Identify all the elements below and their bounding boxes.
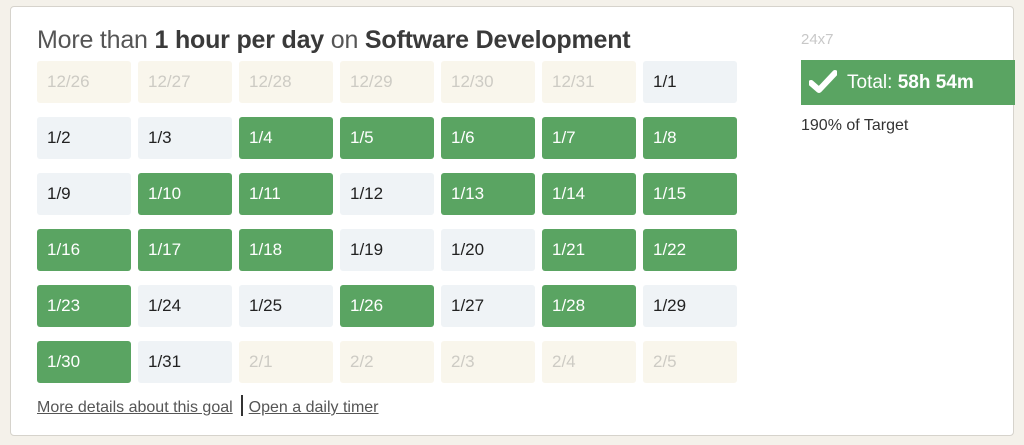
- calendar-day: 1/8: [643, 117, 737, 159]
- calendar-day: 12/28: [239, 61, 333, 103]
- calendar-day: 1/15: [643, 173, 737, 215]
- calendar-day: 2/3: [441, 341, 535, 383]
- goal-card: More than 1 hour per day on Software Dev…: [10, 6, 1015, 436]
- calendar-day: 1/18: [239, 229, 333, 271]
- calendar-day: 1/23: [37, 285, 131, 327]
- calendar-day: 1/20: [441, 229, 535, 271]
- calendar-day: 12/31: [542, 61, 636, 103]
- calendar-day: 1/17: [138, 229, 232, 271]
- calendar-day: 1/27: [441, 285, 535, 327]
- calendar-day: 12/27: [138, 61, 232, 103]
- calendar-day: 1/25: [239, 285, 333, 327]
- calendar-day: 2/1: [239, 341, 333, 383]
- calendar-day: 1/10: [138, 173, 232, 215]
- goal-title-on: on: [330, 26, 359, 54]
- target-percent: 190% of Target: [801, 117, 909, 134]
- calendar-day: 1/6: [441, 117, 535, 159]
- calendar-day: 1/11: [239, 173, 333, 215]
- goal-title-prefix: More than: [37, 26, 148, 54]
- calendar-day: 1/12: [340, 173, 434, 215]
- check-icon: [809, 70, 837, 93]
- goal-links: More details about this goal Open a daily…: [37, 395, 379, 417]
- calendar-day: 12/29: [340, 61, 434, 103]
- calendar-day: 1/24: [138, 285, 232, 327]
- goal-summary: 24x7 Total: 58h 54m 190% of Target: [801, 31, 1015, 134]
- total-badge: Total: 58h 54m: [801, 60, 1015, 105]
- calendar-day: 1/28: [542, 285, 636, 327]
- schedule-mode: 24x7: [801, 31, 834, 48]
- calendar-day: 1/13: [441, 173, 535, 215]
- goal-title: More than 1 hour per day on Software Dev…: [37, 26, 631, 55]
- calendar-day: 1/30: [37, 341, 131, 383]
- total-label: Total:: [847, 72, 893, 93]
- calendar-day: 2/2: [340, 341, 434, 383]
- calendar-day: 1/22: [643, 229, 737, 271]
- calendar-day: 1/1: [643, 61, 737, 103]
- calendar-day: 1/4: [239, 117, 333, 159]
- calendar-day: 1/21: [542, 229, 636, 271]
- calendar-day: 1/7: [542, 117, 636, 159]
- daily-timer-link[interactable]: Open a daily timer: [248, 399, 379, 416]
- calendar-day: 1/3: [138, 117, 232, 159]
- calendar-day: 1/16: [37, 229, 131, 271]
- calendar-day: 1/29: [643, 285, 737, 327]
- calendar-day: 12/26: [37, 61, 131, 103]
- calendar-day: 1/5: [340, 117, 434, 159]
- calendar-day: 1/26: [340, 285, 434, 327]
- calendar-day: 2/5: [643, 341, 737, 383]
- goal-title-category: Software Development: [364, 26, 631, 54]
- goal-details-link[interactable]: More details about this goal: [37, 399, 233, 416]
- calendar-day: 1/14: [542, 173, 636, 215]
- calendar-day: 2/4: [542, 341, 636, 383]
- calendar-day: 1/19: [340, 229, 434, 271]
- total-value: 58h 54m: [897, 72, 974, 93]
- calendar-day: 1/9: [37, 173, 131, 215]
- calendar-day: 1/2: [37, 117, 131, 159]
- goal-title-amount: 1 hour per day: [154, 26, 325, 54]
- calendar-day: 1/31: [138, 341, 232, 383]
- calendar-day: 12/30: [441, 61, 535, 103]
- link-separator: [240, 395, 243, 416]
